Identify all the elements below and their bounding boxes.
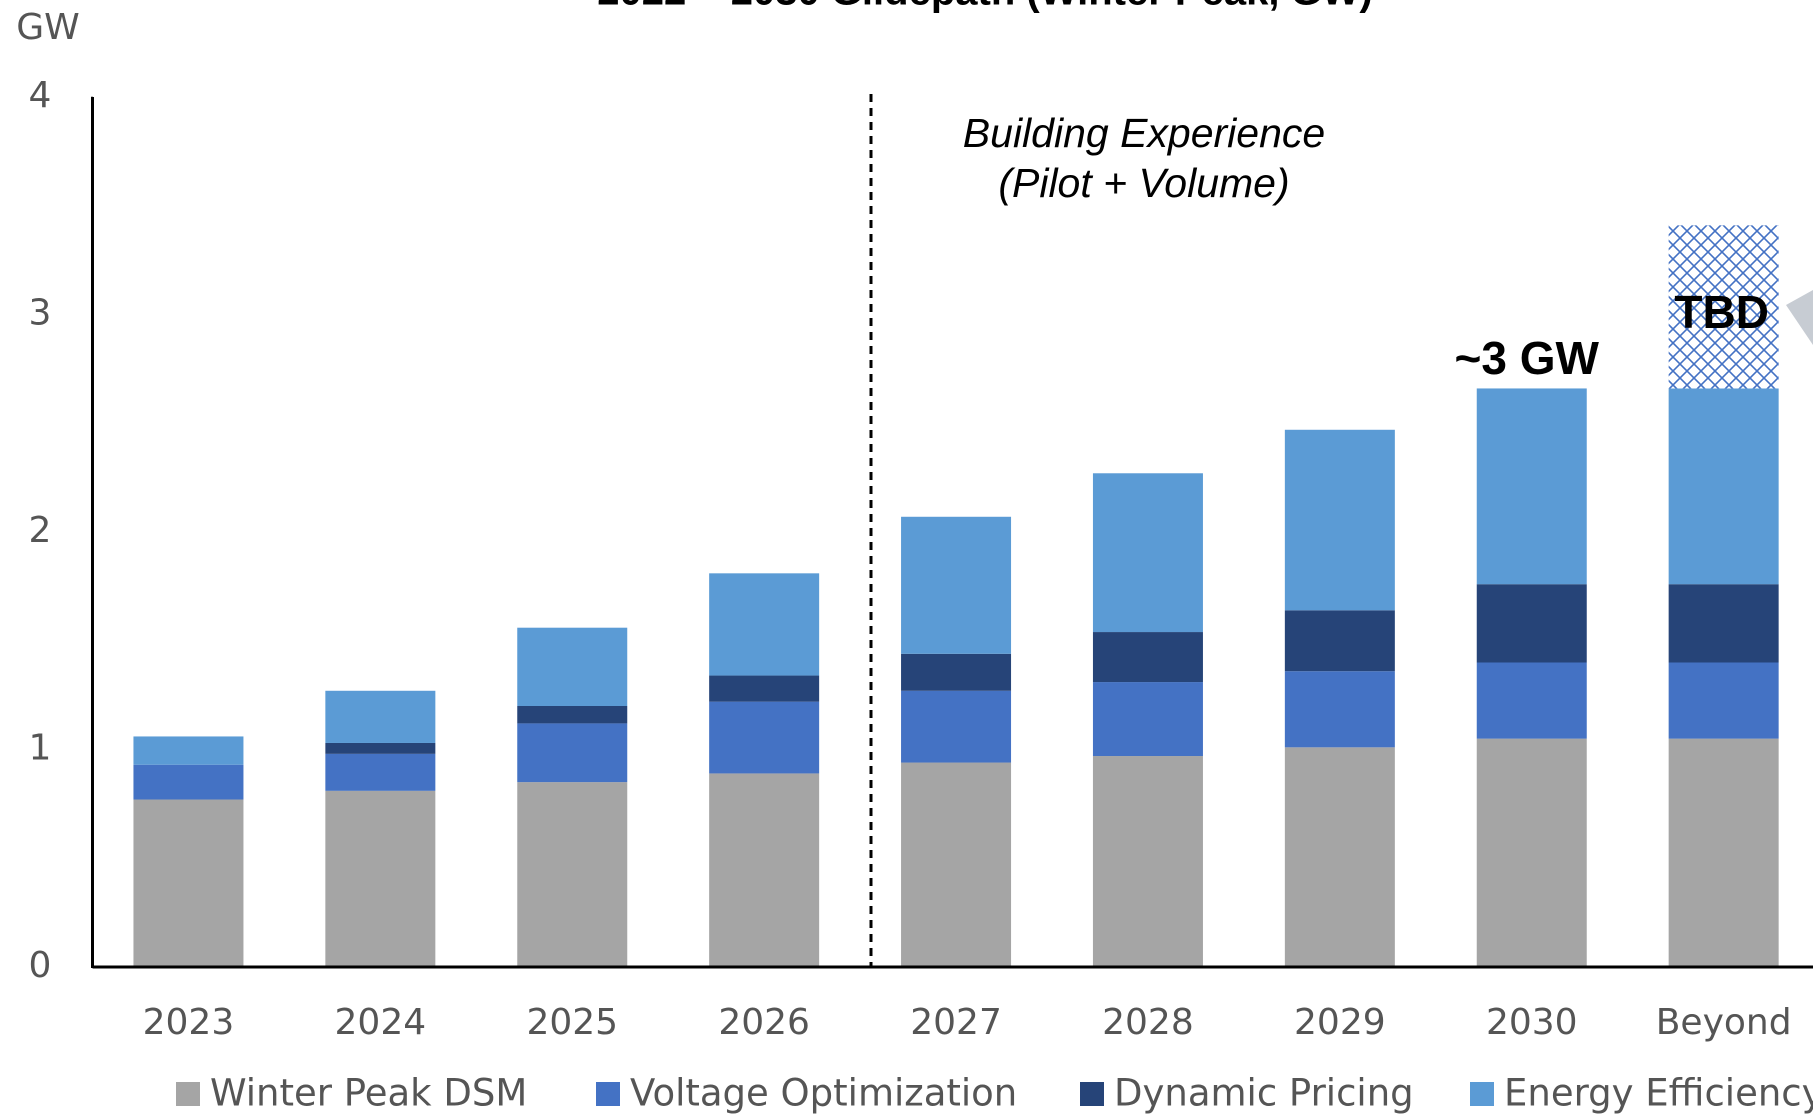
- bar-segment: [901, 690, 1012, 763]
- bar-segment: [1092, 632, 1203, 683]
- legend-swatch: [1470, 1082, 1494, 1106]
- bar-segment: [325, 742, 436, 754]
- y-axis-label: GW: [16, 7, 80, 48]
- bar-segment: [1668, 388, 1779, 585]
- x-tick-label: 2026: [718, 1002, 810, 1043]
- legend-label: Voltage Optimization: [630, 1072, 1017, 1115]
- bar-segment: [901, 653, 1012, 691]
- x-tick-label: 2025: [526, 1002, 618, 1043]
- bar-segment: [709, 773, 820, 967]
- bar-segment: [325, 790, 436, 967]
- legend-label: Energy Efficiency: [1504, 1072, 1813, 1115]
- legend-swatch: [176, 1082, 200, 1106]
- bar-segment: [1092, 682, 1203, 757]
- chart-title: 2022 – 2030 Glidepath (Winter Peak, GW): [597, 0, 1372, 14]
- y-tick-label: 0: [29, 945, 52, 986]
- bar-segment: [517, 782, 628, 967]
- bar-segment: [1476, 662, 1587, 739]
- bar-segment: [517, 706, 628, 724]
- bar-segment: [1668, 738, 1779, 967]
- bar-segment: [325, 753, 436, 791]
- annotation: ~3 GW: [1455, 332, 1600, 384]
- bar-segment: [1284, 671, 1395, 748]
- annotation: (Pilot + Volume): [998, 160, 1289, 206]
- bar-segment: [1668, 584, 1779, 663]
- bar-segment: [1476, 738, 1587, 967]
- x-tick-label: 2027: [910, 1002, 1002, 1043]
- tbd-segment: [1668, 225, 1779, 389]
- bar-segment: [1092, 756, 1203, 967]
- bar-segment: [901, 516, 1012, 654]
- x-tick-label: Beyond: [1656, 1002, 1792, 1043]
- callout-arrow: [1786, 290, 1813, 345]
- bar-segment: [1284, 610, 1395, 672]
- bar-segment: [1284, 747, 1395, 967]
- bar-segment: [1092, 473, 1203, 633]
- bar-segment: [1668, 662, 1779, 739]
- bar-segment: [133, 736, 244, 765]
- tbd-label: TBD: [1674, 286, 1769, 338]
- bar-segment: [517, 627, 628, 706]
- legend-label: Winter Peak DSM: [210, 1072, 527, 1115]
- bar-segment: [901, 762, 1012, 967]
- bar-segment: [133, 799, 244, 967]
- legend-swatch: [596, 1082, 620, 1106]
- x-tick-label: 2030: [1486, 1002, 1578, 1043]
- x-tick-label: 2023: [143, 1002, 235, 1043]
- bar-segment: [133, 764, 244, 800]
- bar-segment: [1476, 388, 1587, 585]
- bar-segment: [325, 690, 436, 743]
- bar-segment: [1284, 429, 1395, 611]
- bar-segment: [709, 573, 820, 676]
- y-tick-label: 3: [29, 293, 52, 334]
- y-tick-label: 1: [29, 728, 52, 769]
- bar-segment: [517, 723, 628, 783]
- bar-segment: [709, 701, 820, 774]
- x-tick-label: 2028: [1102, 1002, 1194, 1043]
- legend-label: Dynamic Pricing: [1114, 1072, 1414, 1115]
- y-tick-label: 2: [29, 510, 52, 551]
- y-tick-label: 4: [29, 75, 52, 116]
- legend-swatch: [1080, 1082, 1104, 1106]
- x-tick-label: 2029: [1294, 1002, 1386, 1043]
- annotation: Building Experience: [963, 110, 1325, 156]
- bar-segment: [709, 675, 820, 702]
- bar-segment: [1476, 584, 1587, 663]
- x-tick-label: 2024: [335, 1002, 427, 1043]
